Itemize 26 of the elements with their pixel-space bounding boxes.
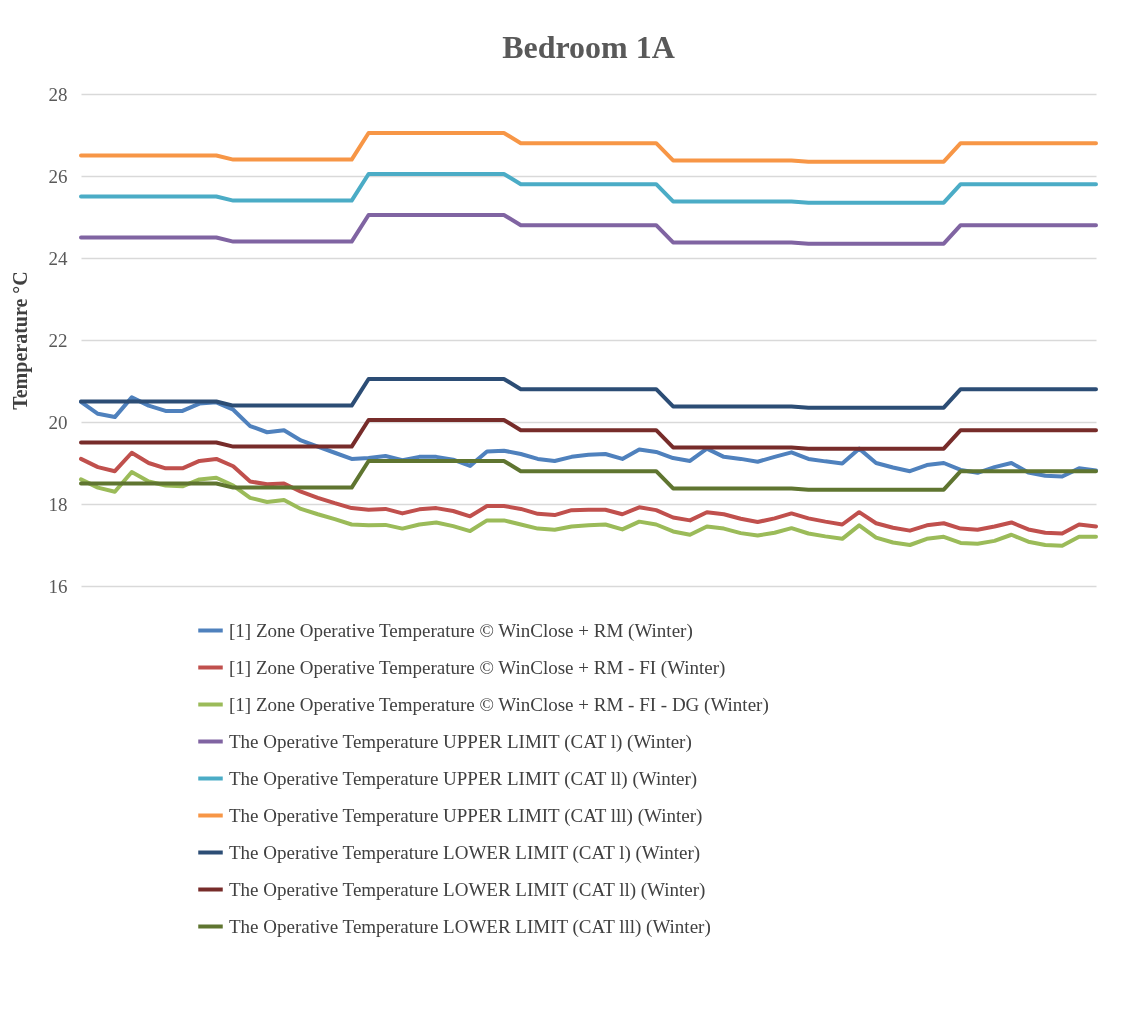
line-series bbox=[79, 212, 1098, 246]
y-tick-label: 20 bbox=[48, 411, 68, 433]
line-series bbox=[79, 458, 1098, 492]
legend-label: [1] Zone Operative Temperature © WinClose + RM - FI - DG (Winter) bbox=[229, 693, 769, 716]
line-series bbox=[79, 130, 1098, 164]
y-tick-label: 24 bbox=[48, 247, 68, 269]
legend-label: [1] Zone Operative Temperature © WinClose + RM (Winter) bbox=[229, 619, 693, 642]
line-series bbox=[79, 417, 1098, 451]
line-series bbox=[79, 376, 1098, 410]
chart-title: Bedroom 1A bbox=[502, 29, 675, 65]
line-series bbox=[79, 171, 1098, 205]
y-axis-title: Temperature °C bbox=[8, 271, 32, 410]
legend-label: The Operative Temperature UPPER LIMIT (CAT lll) (Winter) bbox=[229, 804, 703, 827]
legend-label: The Operative Temperature LOWER LIMIT (CAT lll) (Winter) bbox=[229, 915, 711, 938]
y-tick-label: 22 bbox=[48, 329, 68, 351]
line-series bbox=[79, 470, 1098, 548]
line-series bbox=[79, 450, 1098, 536]
y-tick-label: 18 bbox=[48, 493, 68, 515]
y-tick-label: 16 bbox=[48, 575, 68, 597]
legend-label: The Operative Temperature LOWER LIMIT (CAT ll) (Winter) bbox=[229, 878, 706, 901]
legend-label: The Operative Temperature LOWER LIMIT (CAT l) (Winter) bbox=[229, 841, 701, 864]
y-tick-label: 26 bbox=[48, 165, 68, 187]
legend-label: The Operative Temperature UPPER LIMIT (CAT ll) (Winter) bbox=[229, 767, 698, 790]
legend-label: [1] Zone Operative Temperature © WinClose + RM - FI (Winter) bbox=[229, 656, 726, 679]
legend-label: The Operative Temperature UPPER LIMIT (CAT l) (Winter) bbox=[229, 730, 692, 753]
y-tick-label: 28 bbox=[48, 83, 68, 105]
